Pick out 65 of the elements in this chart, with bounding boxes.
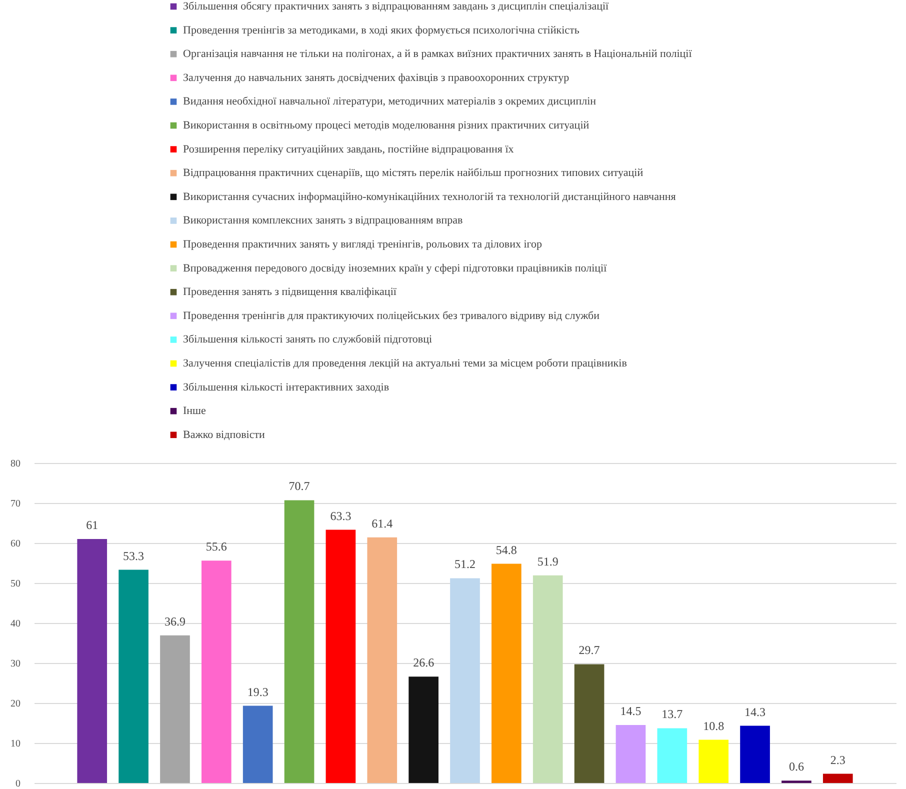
legend-label: Впровадження передового досвіду іноземних країн у сфері підготовки працівників поліції [183,262,608,274]
data-label: 51.2 [454,557,476,572]
data-label: 61.4 [372,516,393,530]
legend-label: Організація навчання не тільки на полігонах, а й в рамках виїзних практичних занять в Національній поліції [183,48,693,60]
y-tick-label: 10 [10,738,20,750]
bar [532,575,563,783]
data-label: 26.6 [413,656,434,670]
y-tick-label: 60 [10,538,20,550]
y-tick-label: 50 [10,578,20,590]
bar [408,676,438,783]
bar [77,539,108,783]
bar [450,578,480,783]
bar [740,726,770,783]
data-label: 61 [86,518,98,532]
bar [698,740,729,783]
data-label: 29.7 [578,643,600,658]
data-label: 54.8 [496,542,517,557]
legend-label: Інше [183,405,206,418]
data-label: 10.8 [703,718,724,733]
legend-label: Використання сучасних інформаційно-комунікаційних технологій та технологій дистанційного навчання [183,190,676,203]
data-label: 0.6 [788,760,804,774]
legend-label: Проведення занять з підвищення кваліфікації [183,286,398,298]
data-label: 2.3 [830,752,846,767]
legend-label: Збільшення кількості занять по службовій підготовці [183,334,432,346]
data-label: 70.7 [288,479,310,494]
legend-label: Проведення практичних занять у вигляді тренінгів, рольових та ділових ігор [183,238,543,250]
bar [822,774,853,783]
bar [657,728,688,783]
data-label: 53.3 [123,548,144,563]
bar [574,664,604,783]
legend-label: Залучення спеціалістів для проведення лекцій на актуальні теми за місцем роботи працівників [183,358,627,370]
y-tick-label: 80 [10,458,20,470]
data-label: 14.5 [620,704,642,718]
bar [201,560,232,783]
y-tick-label: 70 [10,498,20,510]
legend-label: Видання необхідної навчальної літератури, методичних матеріалів з окремих дисциплін [183,96,596,108]
legend-label: Розширення переліку ситуаційних завдань, постійне відпрацювання їх [183,143,514,156]
legend-label: Відпрацювання практичних сценаріїв, що містять перелік найбільш прогнозних типових ситуацій [183,167,644,180]
data-label: 19.3 [247,684,268,699]
bar [326,530,356,783]
data-label: 14.3 [744,704,766,719]
bar [492,564,522,783]
legend-label: Залучення до навчальних занять досвідчених фахівців з правоохоронних структур [183,72,570,84]
data-label: 51.9 [537,554,558,568]
y-tick-label: 20 [10,698,20,710]
legend-label: Проведення тренінгів за методиками, в ході яких формується психологічна стійкість [183,24,580,36]
bar [367,537,398,783]
data-label: 13.7 [662,707,683,722]
legend-label: Використання комплексних занять з відпрацюванням вправ [183,214,463,227]
data-label: 63.3 [330,508,352,523]
y-tick-label: 30 [10,658,20,670]
legend-label: Використання в освітньому процесі методів моделювання різних практичних ситуацій [183,120,590,132]
legend-label: Проведення тренінгів для практикуючих поліцейських без тривалого відриву від служби [183,310,600,322]
legend-label: Збільшення обсягу практичних занять з відпрацюванням завдань з дисциплін спеціалізації [183,0,610,12]
data-label: 36.9 [164,614,186,628]
bar [616,725,646,783]
bar [242,706,273,783]
bar [284,500,314,783]
legend-label: Важко відповісти [183,428,266,441]
legend-label: Збільшення кількості інтерактивних заходів [183,381,390,394]
y-tick-label: 0 [16,778,20,789]
data-label: 55.6 [206,540,227,554]
bar [160,635,190,783]
bar [118,570,148,783]
y-tick-label: 40 [10,618,20,630]
